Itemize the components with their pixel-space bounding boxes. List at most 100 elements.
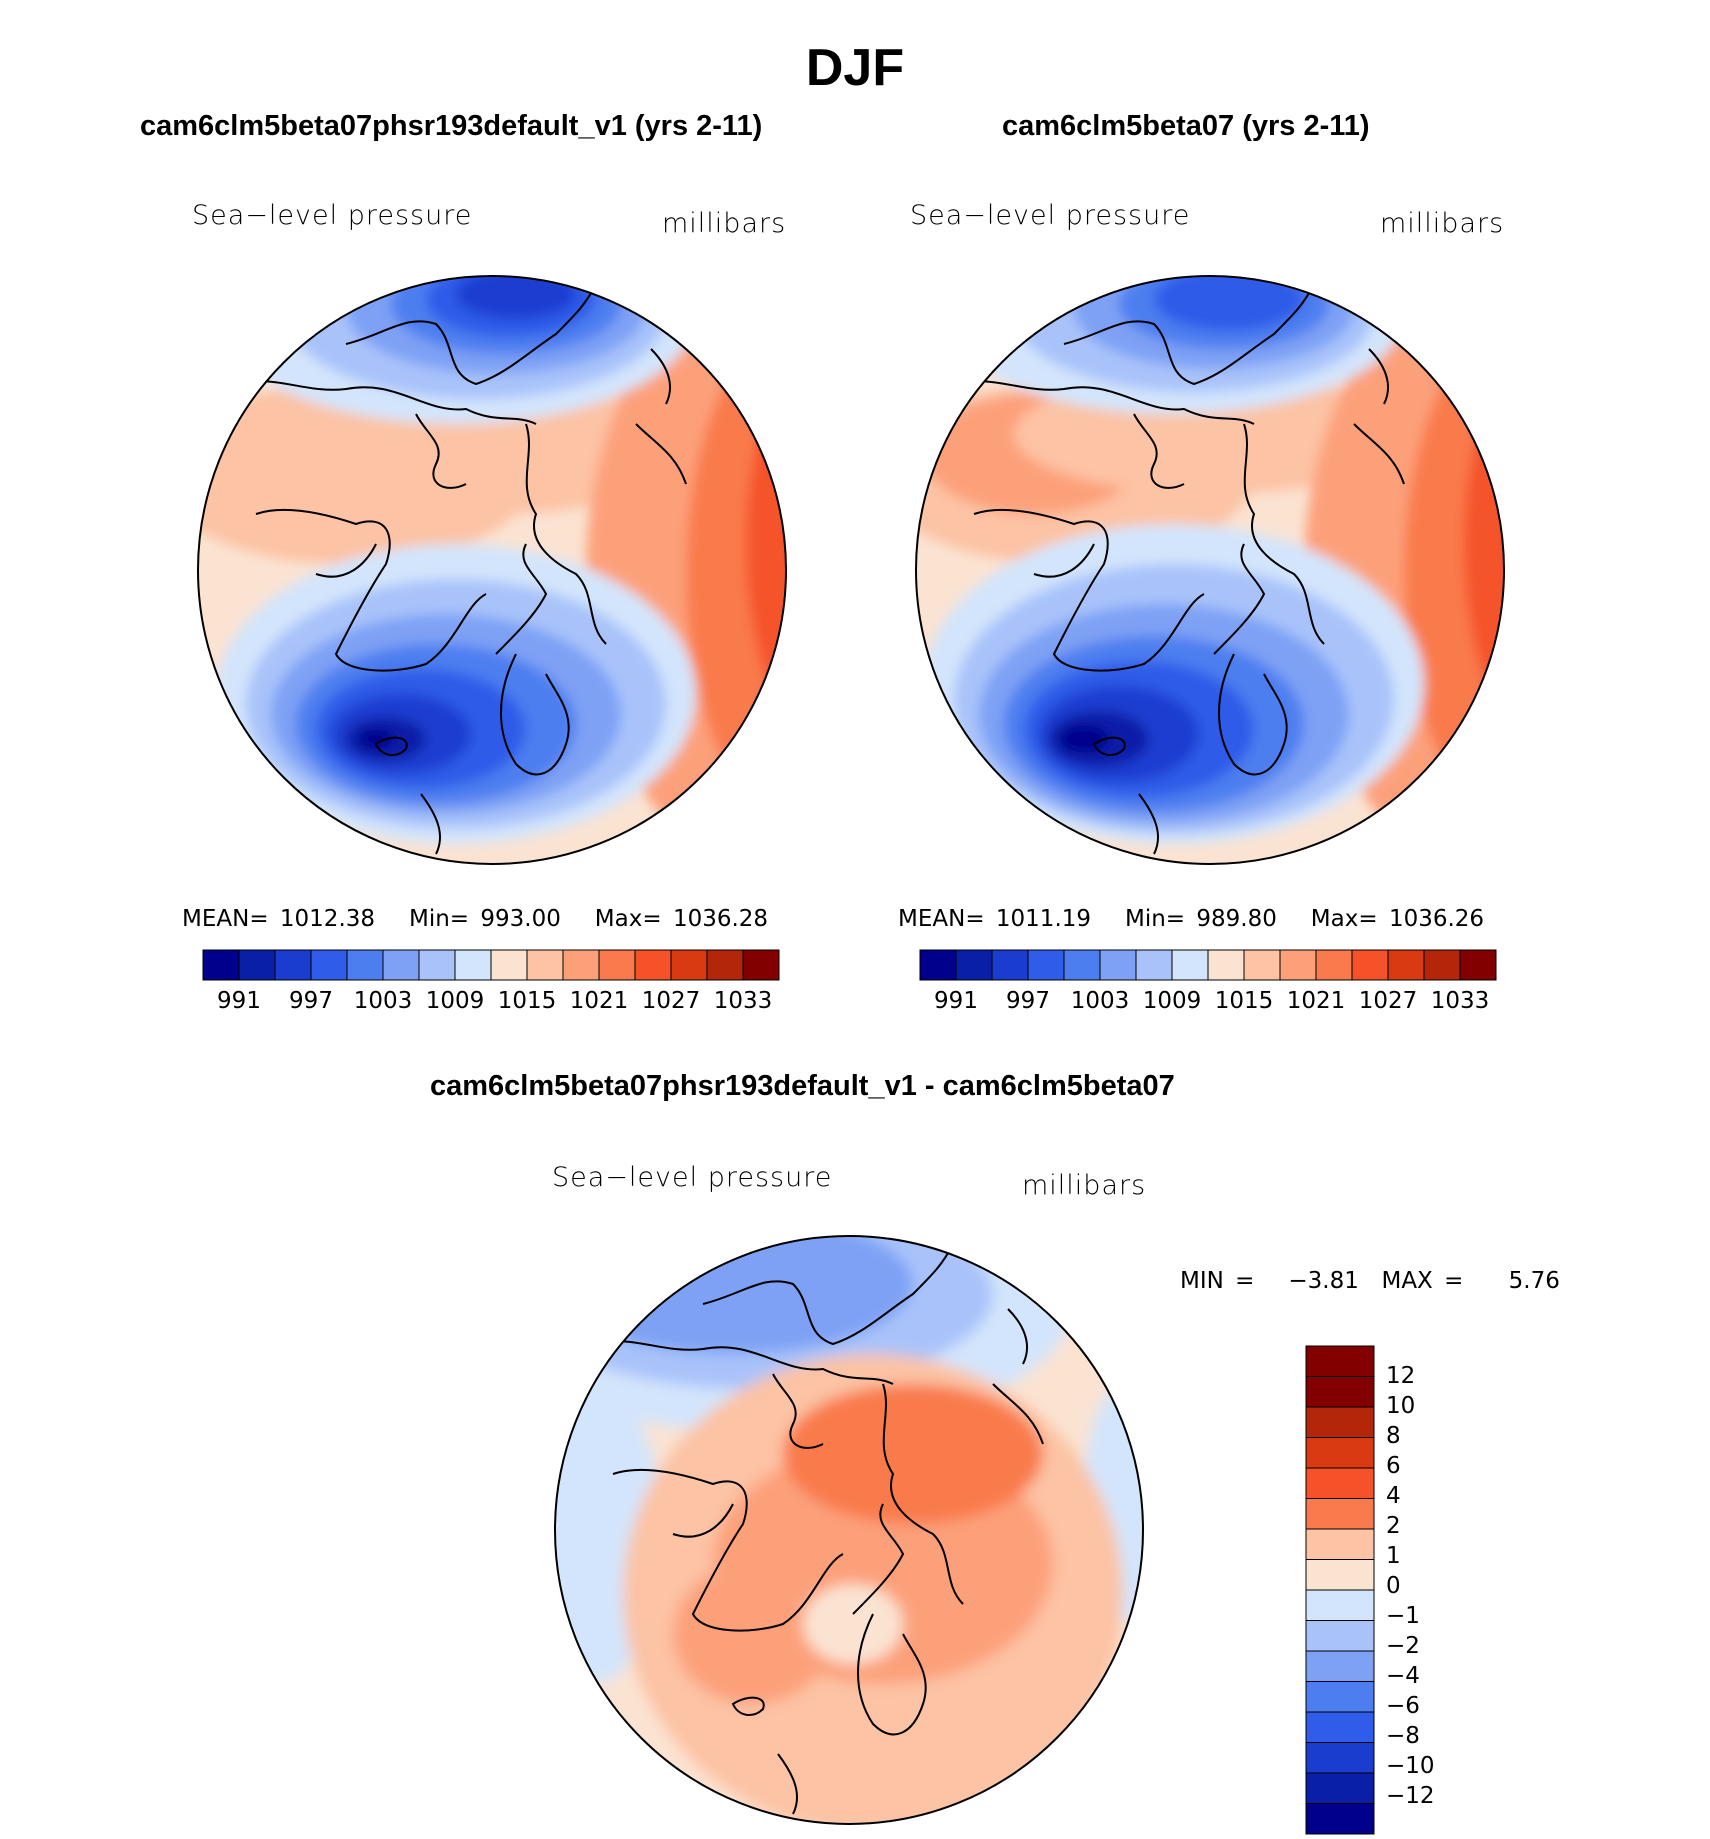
colorbar-cell bbox=[1305, 1467, 1375, 1499]
colorbar-cell bbox=[418, 949, 456, 981]
colorbar-cell bbox=[346, 949, 384, 981]
colorbar-tick: 8 bbox=[1386, 1423, 1401, 1449]
colorbar-cell bbox=[274, 949, 312, 981]
colorbar-ticks-difference: 12 10 8 6 4 2 1 0 −1 −2 −4 −6 −8 −10 −12 bbox=[1386, 1346, 1476, 1834]
mean-value-left: 1012.38 bbox=[279, 906, 376, 932]
colorbar-cell bbox=[202, 949, 240, 981]
mean-label-right: MEAN= bbox=[898, 906, 985, 932]
colorbar-cell bbox=[919, 949, 957, 981]
colorbar-tick: 4 bbox=[1386, 1483, 1401, 1509]
units-label-left: millibars bbox=[662, 208, 787, 239]
colorbar-tick: 991 bbox=[217, 988, 261, 1014]
map-boundary bbox=[915, 275, 1505, 865]
stats-difference: MIN = −3.81 MAX = 5.76 bbox=[1180, 1268, 1560, 1294]
figure-title: DJF bbox=[805, 39, 905, 97]
max-label-left: Max= bbox=[594, 906, 662, 932]
variable-label-right: Sea−level pressure bbox=[910, 200, 1191, 231]
colorbar-tick: 1021 bbox=[569, 988, 629, 1014]
colorbar-cell bbox=[1305, 1589, 1375, 1621]
colorbar-cell bbox=[1305, 1559, 1375, 1591]
colorbar-tick: −4 bbox=[1386, 1663, 1420, 1689]
colorbar-cell bbox=[1305, 1650, 1375, 1682]
colorbar-cell bbox=[1459, 949, 1497, 981]
colorbar-cell bbox=[991, 949, 1029, 981]
map-boundary bbox=[554, 1235, 1144, 1825]
colorbar-cell bbox=[1305, 1376, 1375, 1408]
colorbar-tick: 991 bbox=[934, 988, 978, 1014]
colorbar-cell bbox=[1305, 1406, 1375, 1438]
colorbar-tick: −10 bbox=[1386, 1753, 1435, 1779]
colorbar-tick: 1015 bbox=[497, 988, 557, 1014]
colorbar-tick: 1 bbox=[1386, 1543, 1401, 1569]
colorbar-cell bbox=[1099, 949, 1137, 981]
variable-label-bottom: Sea−level pressure bbox=[552, 1162, 833, 1193]
colorbar-tick: 1015 bbox=[1214, 988, 1274, 1014]
coastlines bbox=[592, 1243, 1044, 1815]
colorbar-tick: 1009 bbox=[1142, 988, 1202, 1014]
map-boundary bbox=[197, 275, 787, 865]
colorbar-cell bbox=[1351, 949, 1389, 981]
colorbar-cell bbox=[1305, 1742, 1375, 1774]
colorbar-cell bbox=[1279, 949, 1317, 981]
coastlines bbox=[235, 283, 687, 855]
colorbar-cell bbox=[1027, 949, 1065, 981]
max-value-difference: 5.76 bbox=[1508, 1268, 1560, 1294]
colorbar-tick: 1033 bbox=[713, 988, 773, 1014]
colorbar-cell bbox=[526, 949, 564, 981]
colorbar-ticks-right: 991 997 1003 1009 1015 1021 1027 1033 bbox=[920, 988, 1496, 1018]
colorbar-ticks-left: 991 997 1003 1009 1015 1021 1027 1033 bbox=[203, 988, 779, 1018]
colorbar-tick: −1 bbox=[1386, 1603, 1420, 1629]
stats-left: MEAN= 1012.38 Min= 993.00 Max= 1036.28 bbox=[182, 906, 768, 932]
colorbar-difference bbox=[1305, 1345, 1375, 1835]
colorbar-left bbox=[202, 949, 780, 981]
colorbar-cell bbox=[562, 949, 600, 981]
colorbar-tick: 1027 bbox=[641, 988, 701, 1014]
colorbar-cell bbox=[1305, 1772, 1375, 1804]
variable-label-left: Sea−level pressure bbox=[192, 200, 473, 231]
colorbar-tick: 1009 bbox=[425, 988, 485, 1014]
max-value-left: 1036.28 bbox=[672, 906, 769, 932]
colorbar-tick: 1021 bbox=[1286, 988, 1346, 1014]
colorbar-cell bbox=[238, 949, 276, 981]
units-label-right: millibars bbox=[1380, 208, 1505, 239]
colorbar-cell bbox=[1305, 1620, 1375, 1652]
min-label-difference: MIN = bbox=[1180, 1268, 1255, 1294]
min-value-right: 989.80 bbox=[1196, 906, 1277, 932]
pressure-field bbox=[916, 276, 1504, 864]
colorbar-cell bbox=[1305, 1803, 1375, 1835]
units-label-bottom: millibars bbox=[1022, 1170, 1147, 1201]
polar-map-difference bbox=[554, 1235, 1144, 1825]
colorbar-cell bbox=[742, 949, 780, 981]
colorbar-cell bbox=[1243, 949, 1281, 981]
panel-title-left: cam6clm5beta07phsr193default_v1 (yrs 2-1… bbox=[140, 110, 763, 142]
max-value-right: 1036.26 bbox=[1388, 906, 1485, 932]
min-label-right: Min= bbox=[1124, 906, 1186, 932]
min-value-left: 993.00 bbox=[480, 906, 561, 932]
colorbar-tick: 12 bbox=[1386, 1363, 1416, 1389]
min-value-difference: −3.81 bbox=[1288, 1268, 1359, 1294]
colorbar-cell bbox=[1315, 949, 1353, 981]
colorbar-cell bbox=[490, 949, 528, 981]
colorbar-cell bbox=[1423, 949, 1461, 981]
colorbar-tick: 1003 bbox=[1070, 988, 1130, 1014]
colorbar-tick: −2 bbox=[1386, 1633, 1420, 1659]
colorbar-cell bbox=[1387, 949, 1425, 981]
colorbar-tick: −12 bbox=[1386, 1783, 1435, 1809]
colorbar-cell bbox=[1305, 1437, 1375, 1469]
colorbar-tick: 997 bbox=[1006, 988, 1050, 1014]
colorbar-cell bbox=[1305, 1681, 1375, 1713]
colorbar-cell bbox=[598, 949, 636, 981]
stats-right: MEAN= 1011.19 Min= 989.80 Max= 1036.26 bbox=[898, 906, 1484, 932]
colorbar-cell bbox=[1305, 1345, 1375, 1377]
colorbar-tick: 997 bbox=[289, 988, 333, 1014]
panel-title-right: cam6clm5beta07 (yrs 2-11) bbox=[1002, 110, 1370, 142]
panel-title-bottom: cam6clm5beta07phsr193default_v1 - cam6cl… bbox=[430, 1070, 1175, 1102]
mean-value-right: 1011.19 bbox=[995, 906, 1092, 932]
colorbar-tick: 2 bbox=[1386, 1513, 1401, 1539]
max-label-right: Max= bbox=[1310, 906, 1378, 932]
colorbar-tick: 1033 bbox=[1430, 988, 1490, 1014]
colorbar-cell bbox=[382, 949, 420, 981]
colorbar-tick: 1027 bbox=[1358, 988, 1418, 1014]
colorbar-tick: −6 bbox=[1386, 1693, 1420, 1719]
colorbar-cell bbox=[1305, 1711, 1375, 1743]
